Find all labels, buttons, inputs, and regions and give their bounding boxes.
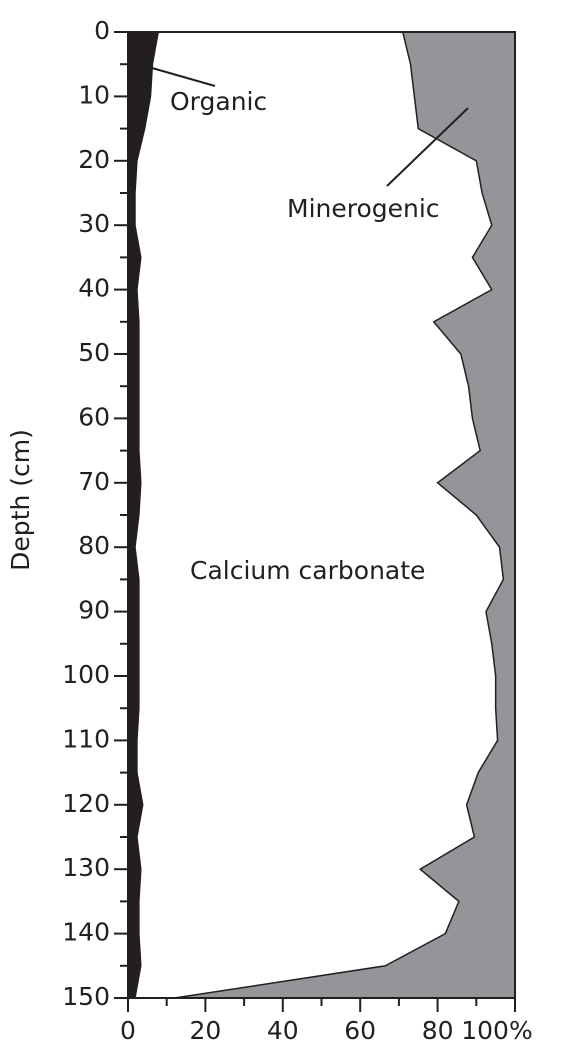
series-label: Minerogenic xyxy=(287,194,440,223)
y-tick-label: 60 xyxy=(78,402,110,431)
y-tick-label: 80 xyxy=(78,531,110,560)
x-tick-label: 60 xyxy=(344,1016,376,1045)
leader-line xyxy=(151,67,216,87)
y-tick-label: 100 xyxy=(62,660,110,689)
x-tick-label: 100% xyxy=(461,1016,532,1045)
y-tick-label: 50 xyxy=(78,338,110,367)
y-tick-label: 40 xyxy=(78,274,110,303)
y-tick-label: 30 xyxy=(78,209,110,238)
y-tick-label: 10 xyxy=(78,80,110,109)
y-tick-label: 20 xyxy=(78,145,110,174)
plot-area xyxy=(127,31,516,999)
series-label: Calcium carbonate xyxy=(190,556,425,585)
y-axis-label: Depth (cm) xyxy=(6,429,35,571)
x-tick-label: 40 xyxy=(267,1016,299,1045)
y-tick-label: 110 xyxy=(62,724,110,753)
y-tick-label: 150 xyxy=(62,982,110,1011)
y-tick-label: 140 xyxy=(62,918,110,947)
y-tick-label: 70 xyxy=(78,467,110,496)
y-tick-label: 0 xyxy=(94,16,110,45)
area xyxy=(135,32,504,998)
y-tick-label: 90 xyxy=(78,596,110,625)
x-tick-label: 80 xyxy=(422,1016,454,1045)
leader-line xyxy=(386,107,469,187)
x-tick-label: 0 xyxy=(120,1016,136,1045)
series-label: Organic xyxy=(170,87,267,116)
y-tick-label: 120 xyxy=(62,789,110,818)
x-tick-label: 20 xyxy=(189,1016,221,1045)
y-tick-label: 130 xyxy=(62,853,110,882)
